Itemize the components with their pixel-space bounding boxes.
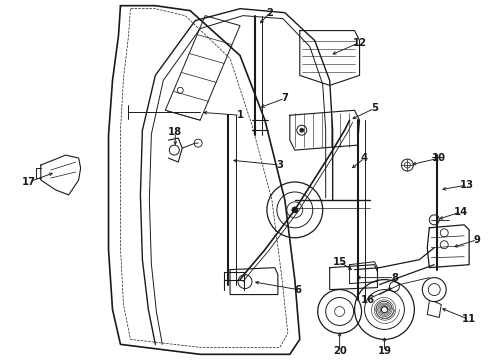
Text: 4: 4 xyxy=(361,153,368,163)
Text: 15: 15 xyxy=(333,257,347,267)
Text: 10: 10 xyxy=(432,153,446,163)
Text: 20: 20 xyxy=(333,346,346,356)
Text: 2: 2 xyxy=(267,8,273,18)
Text: 11: 11 xyxy=(462,314,476,324)
Text: 12: 12 xyxy=(353,37,367,48)
Text: 7: 7 xyxy=(281,93,288,103)
Text: 9: 9 xyxy=(474,235,481,245)
Circle shape xyxy=(292,207,298,213)
Text: 14: 14 xyxy=(454,207,468,217)
Text: 19: 19 xyxy=(377,346,392,356)
Text: 5: 5 xyxy=(371,103,378,113)
Text: 8: 8 xyxy=(391,273,398,283)
Text: 18: 18 xyxy=(168,127,182,137)
Circle shape xyxy=(300,128,304,132)
Text: 6: 6 xyxy=(294,284,301,294)
Text: 17: 17 xyxy=(22,177,36,187)
Text: 16: 16 xyxy=(361,294,374,305)
Text: 3: 3 xyxy=(276,160,283,170)
Text: 13: 13 xyxy=(460,180,474,190)
Text: 1: 1 xyxy=(237,110,244,120)
